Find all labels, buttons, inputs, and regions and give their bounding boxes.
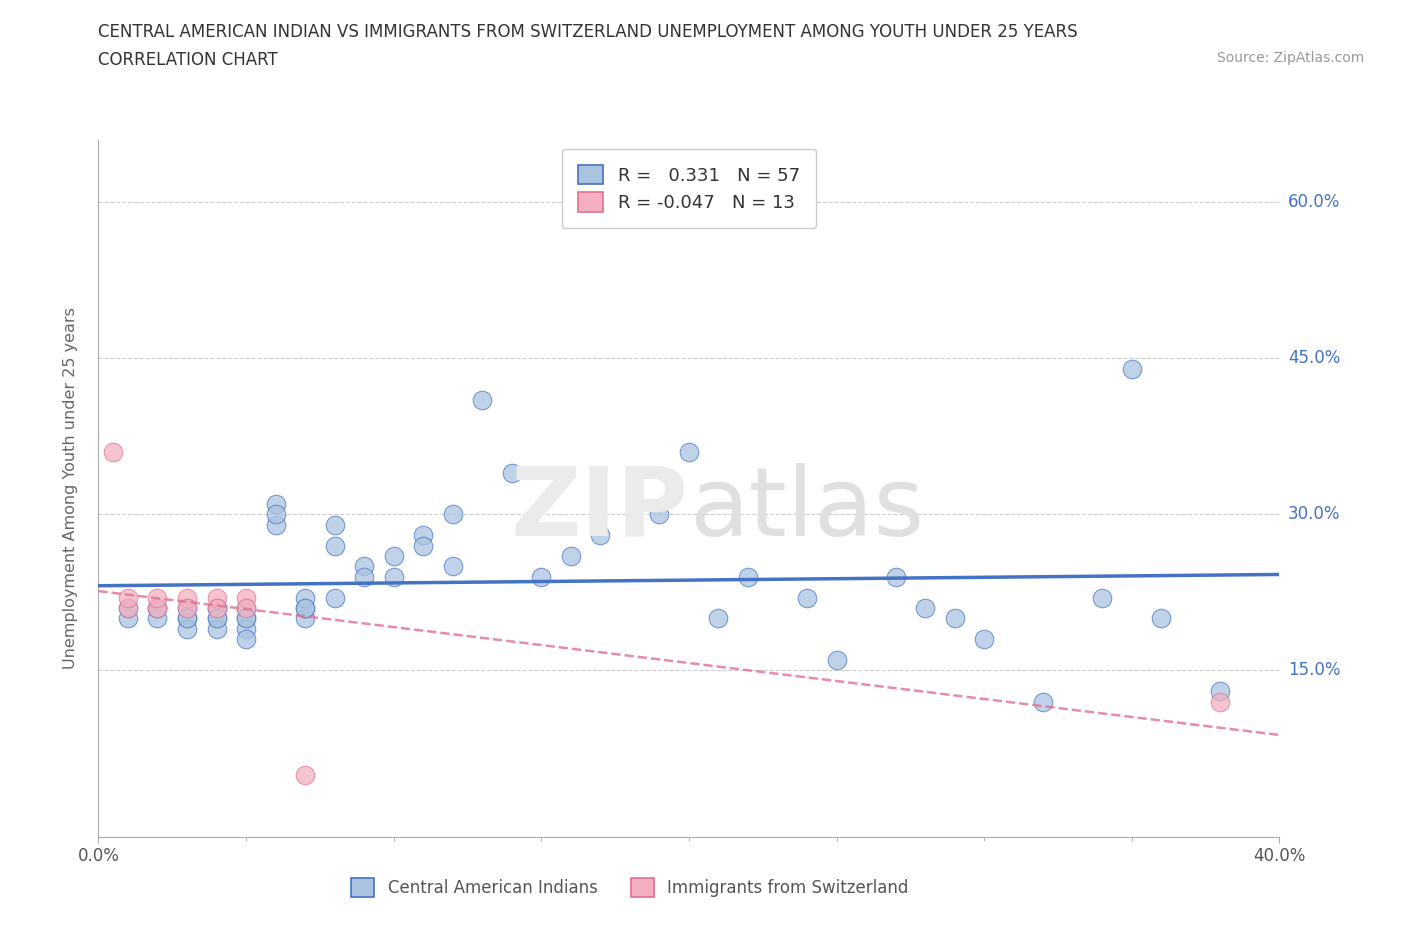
Point — [235, 631, 257, 646]
Point — [294, 601, 316, 616]
Point — [264, 497, 287, 512]
Point — [737, 569, 759, 584]
Point — [796, 591, 818, 605]
Point — [589, 527, 612, 542]
Point — [914, 601, 936, 616]
Point — [530, 569, 553, 584]
Text: 60.0%: 60.0% — [1288, 193, 1340, 211]
Point — [412, 538, 434, 553]
Point — [235, 591, 257, 605]
Y-axis label: Unemployment Among Youth under 25 years: Unemployment Among Youth under 25 years — [63, 307, 77, 670]
Point — [176, 601, 198, 616]
Point — [943, 611, 966, 626]
Point — [235, 601, 257, 616]
Text: Source: ZipAtlas.com: Source: ZipAtlas.com — [1216, 51, 1364, 65]
Point — [648, 507, 671, 522]
Text: 45.0%: 45.0% — [1288, 349, 1340, 367]
Point — [1209, 694, 1232, 709]
Point — [146, 611, 169, 626]
Point — [707, 611, 730, 626]
Point — [103, 445, 125, 459]
Text: ZIP: ZIP — [510, 463, 689, 556]
Point — [205, 601, 228, 616]
Text: 30.0%: 30.0% — [1288, 505, 1340, 524]
Point — [323, 591, 346, 605]
Point — [235, 601, 257, 616]
Point — [205, 601, 228, 616]
Point — [471, 392, 494, 407]
Point — [146, 601, 169, 616]
Point — [176, 601, 198, 616]
Point — [205, 611, 228, 626]
Point — [1121, 361, 1143, 376]
Point — [235, 611, 257, 626]
Point — [825, 653, 848, 668]
Point — [382, 569, 405, 584]
Point — [973, 631, 995, 646]
Text: CORRELATION CHART: CORRELATION CHART — [98, 51, 278, 69]
Point — [205, 591, 228, 605]
Point — [412, 527, 434, 542]
Point — [235, 621, 257, 636]
Point — [205, 611, 228, 626]
Point — [294, 611, 316, 626]
Point — [294, 591, 316, 605]
Point — [294, 767, 316, 782]
Point — [441, 559, 464, 574]
Point — [117, 601, 139, 616]
Point — [501, 465, 523, 480]
Point — [560, 549, 582, 564]
Point — [176, 611, 198, 626]
Point — [353, 569, 375, 584]
Point — [294, 601, 316, 616]
Legend: Central American Indians, Immigrants from Switzerland: Central American Indians, Immigrants fro… — [343, 870, 917, 906]
Point — [353, 559, 375, 574]
Point — [264, 507, 287, 522]
Point — [1091, 591, 1114, 605]
Text: CENTRAL AMERICAN INDIAN VS IMMIGRANTS FROM SWITZERLAND UNEMPLOYMENT AMONG YOUTH : CENTRAL AMERICAN INDIAN VS IMMIGRANTS FR… — [98, 23, 1078, 41]
Point — [1150, 611, 1173, 626]
Text: atlas: atlas — [689, 463, 924, 556]
Point — [441, 507, 464, 522]
Point — [1209, 684, 1232, 698]
Text: 15.0%: 15.0% — [1288, 661, 1340, 680]
Point — [884, 569, 907, 584]
Point — [176, 621, 198, 636]
Point — [205, 601, 228, 616]
Point — [1032, 694, 1054, 709]
Point — [323, 538, 346, 553]
Point — [117, 601, 139, 616]
Point — [117, 611, 139, 626]
Point — [176, 611, 198, 626]
Point — [117, 591, 139, 605]
Point — [323, 517, 346, 532]
Point — [264, 517, 287, 532]
Point — [382, 549, 405, 564]
Point — [146, 601, 169, 616]
Point — [146, 601, 169, 616]
Point — [235, 611, 257, 626]
Point — [678, 445, 700, 459]
Point — [146, 591, 169, 605]
Point — [205, 621, 228, 636]
Point — [176, 591, 198, 605]
